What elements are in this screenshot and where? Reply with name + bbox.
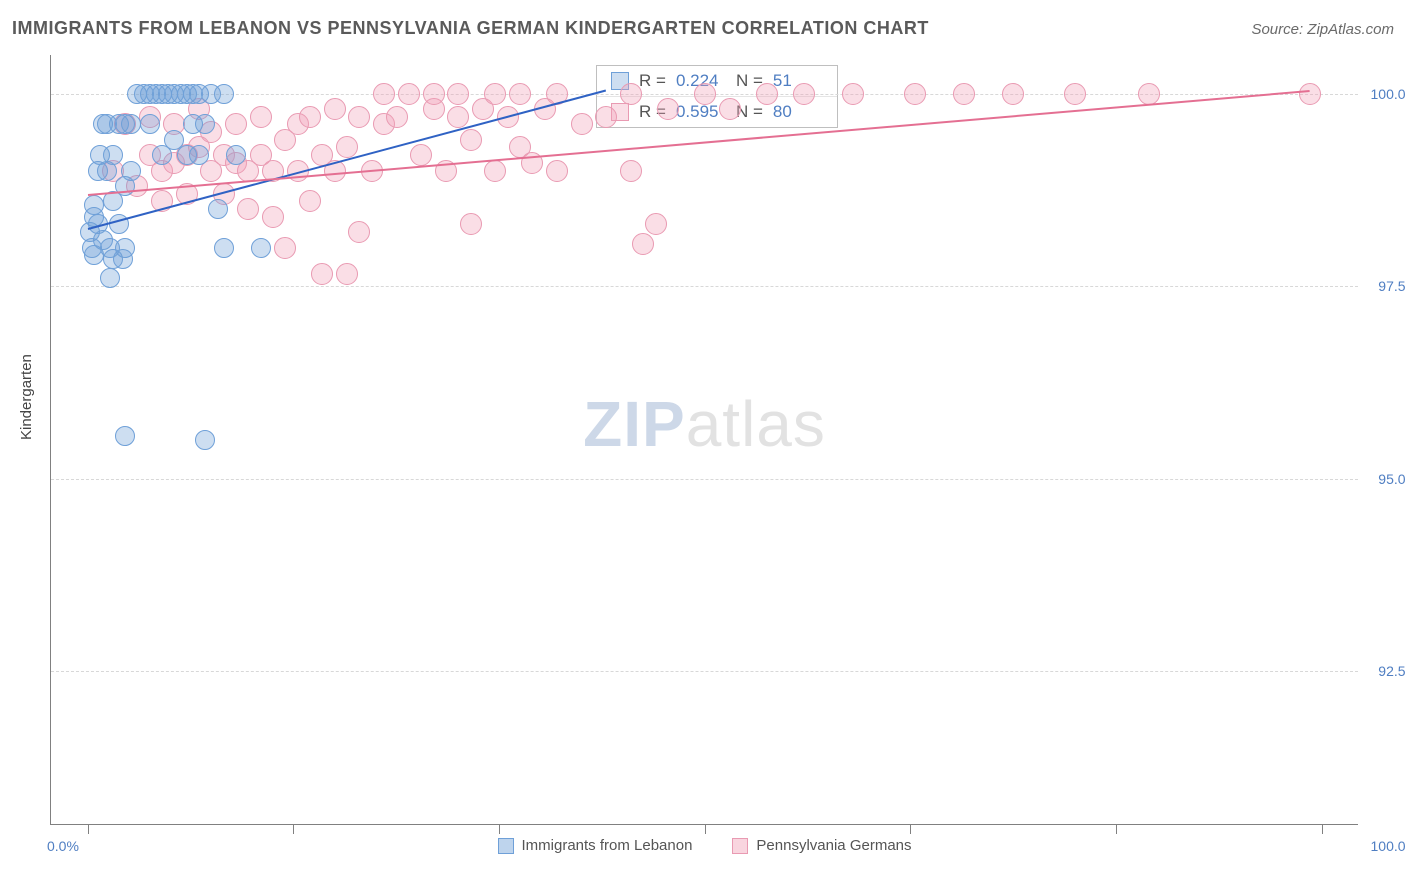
data-point-pa_german xyxy=(410,144,432,166)
data-point-pa_german xyxy=(447,106,469,128)
data-point-pa_german xyxy=(460,213,482,235)
watermark-zip: ZIP xyxy=(583,388,686,460)
data-point-pa_german xyxy=(460,129,482,151)
data-point-pa_german xyxy=(373,83,395,105)
x-tick xyxy=(293,824,294,834)
data-point-lebanon xyxy=(121,114,141,134)
legend-swatch-lebanon xyxy=(498,838,514,854)
chart-source: Source: ZipAtlas.com xyxy=(1251,21,1394,38)
data-point-lebanon xyxy=(195,114,215,134)
data-point-pa_german xyxy=(386,106,408,128)
data-point-lebanon xyxy=(214,238,234,258)
x-tick xyxy=(910,824,911,834)
data-point-pa_german xyxy=(423,83,445,105)
stats-r-label: R = xyxy=(639,71,666,91)
gridline-h xyxy=(51,479,1358,480)
legend-item-lebanon: Immigrants from Lebanon xyxy=(498,837,693,854)
data-point-pa_german xyxy=(632,233,654,255)
data-point-pa_german xyxy=(1138,83,1160,105)
data-point-pa_german xyxy=(1299,83,1321,105)
gridline-h xyxy=(51,671,1358,672)
data-point-pa_german xyxy=(694,83,716,105)
data-point-lebanon xyxy=(177,145,197,165)
data-point-pa_german xyxy=(484,83,506,105)
legend-label-pagerman: Pennsylvania Germans xyxy=(756,837,911,854)
x-tick xyxy=(88,824,89,834)
x-axis-max-label: 100.0% xyxy=(1371,838,1406,854)
data-point-pa_german xyxy=(336,136,358,158)
y-tick-label: 100.0% xyxy=(1371,86,1406,102)
data-point-pa_german xyxy=(1064,83,1086,105)
x-tick xyxy=(1116,824,1117,834)
watermark: ZIPatlas xyxy=(583,387,826,461)
data-point-pa_german xyxy=(509,83,531,105)
data-point-pa_german xyxy=(546,160,568,182)
data-point-pa_german xyxy=(324,98,346,120)
data-point-lebanon xyxy=(113,249,133,269)
data-point-pa_german xyxy=(398,83,420,105)
data-point-pa_german xyxy=(348,221,370,243)
x-axis-min-label: 0.0% xyxy=(47,838,79,854)
data-point-pa_german xyxy=(250,106,272,128)
data-point-pa_german xyxy=(311,263,333,285)
data-point-pa_german xyxy=(447,83,469,105)
data-point-lebanon xyxy=(251,238,271,258)
data-point-pa_german xyxy=(953,83,975,105)
legend: Immigrants from Lebanon Pennsylvania Ger… xyxy=(498,837,912,854)
data-point-lebanon xyxy=(195,430,215,450)
data-point-lebanon xyxy=(214,84,234,104)
data-point-pa_german xyxy=(620,160,642,182)
data-point-pa_german xyxy=(225,113,247,135)
plot-area: ZIPatlas R = 0.224 N = 51 R = 0.595 N = … xyxy=(50,55,1358,825)
data-point-pa_german xyxy=(262,206,284,228)
data-point-pa_german xyxy=(719,98,741,120)
data-point-pa_german xyxy=(842,83,864,105)
data-point-pa_german xyxy=(237,198,259,220)
gridline-h xyxy=(51,286,1358,287)
data-point-pa_german xyxy=(620,83,642,105)
data-point-lebanon xyxy=(84,195,104,215)
data-point-pa_german xyxy=(299,106,321,128)
data-point-pa_german xyxy=(595,106,617,128)
data-point-pa_german xyxy=(484,160,506,182)
y-axis-title: Kindergarten xyxy=(18,354,35,440)
data-point-pa_german xyxy=(299,190,321,212)
data-point-lebanon xyxy=(226,145,246,165)
x-tick xyxy=(705,824,706,834)
x-tick xyxy=(499,824,500,834)
data-point-pa_german xyxy=(657,98,679,120)
data-point-pa_german xyxy=(793,83,815,105)
data-point-lebanon xyxy=(103,145,123,165)
data-point-lebanon xyxy=(121,161,141,181)
watermark-atlas: atlas xyxy=(686,388,826,460)
data-point-pa_german xyxy=(571,113,593,135)
legend-item-pagerman: Pennsylvania Germans xyxy=(732,837,911,854)
x-tick xyxy=(1322,824,1323,834)
data-point-lebanon xyxy=(140,114,160,134)
data-point-pa_german xyxy=(1002,83,1024,105)
data-point-pa_german xyxy=(645,213,667,235)
y-tick-label: 92.5% xyxy=(1378,663,1406,679)
legend-label-lebanon: Immigrants from Lebanon xyxy=(522,837,693,854)
data-point-pa_german xyxy=(274,237,296,259)
data-point-pa_german xyxy=(348,106,370,128)
data-point-lebanon xyxy=(115,426,135,446)
chart-title: IMMIGRANTS FROM LEBANON VS PENNSYLVANIA … xyxy=(12,18,929,39)
data-point-lebanon xyxy=(208,199,228,219)
data-point-pa_german xyxy=(904,83,926,105)
data-point-lebanon xyxy=(100,268,120,288)
data-point-pa_german xyxy=(336,263,358,285)
legend-swatch-pagerman xyxy=(732,838,748,854)
stats-n-value-pagerman: 80 xyxy=(773,102,823,122)
y-tick-label: 97.5% xyxy=(1378,278,1406,294)
y-tick-label: 95.0% xyxy=(1378,471,1406,487)
data-point-pa_german xyxy=(756,83,778,105)
chart-header: IMMIGRANTS FROM LEBANON VS PENNSYLVANIA … xyxy=(12,18,1394,39)
